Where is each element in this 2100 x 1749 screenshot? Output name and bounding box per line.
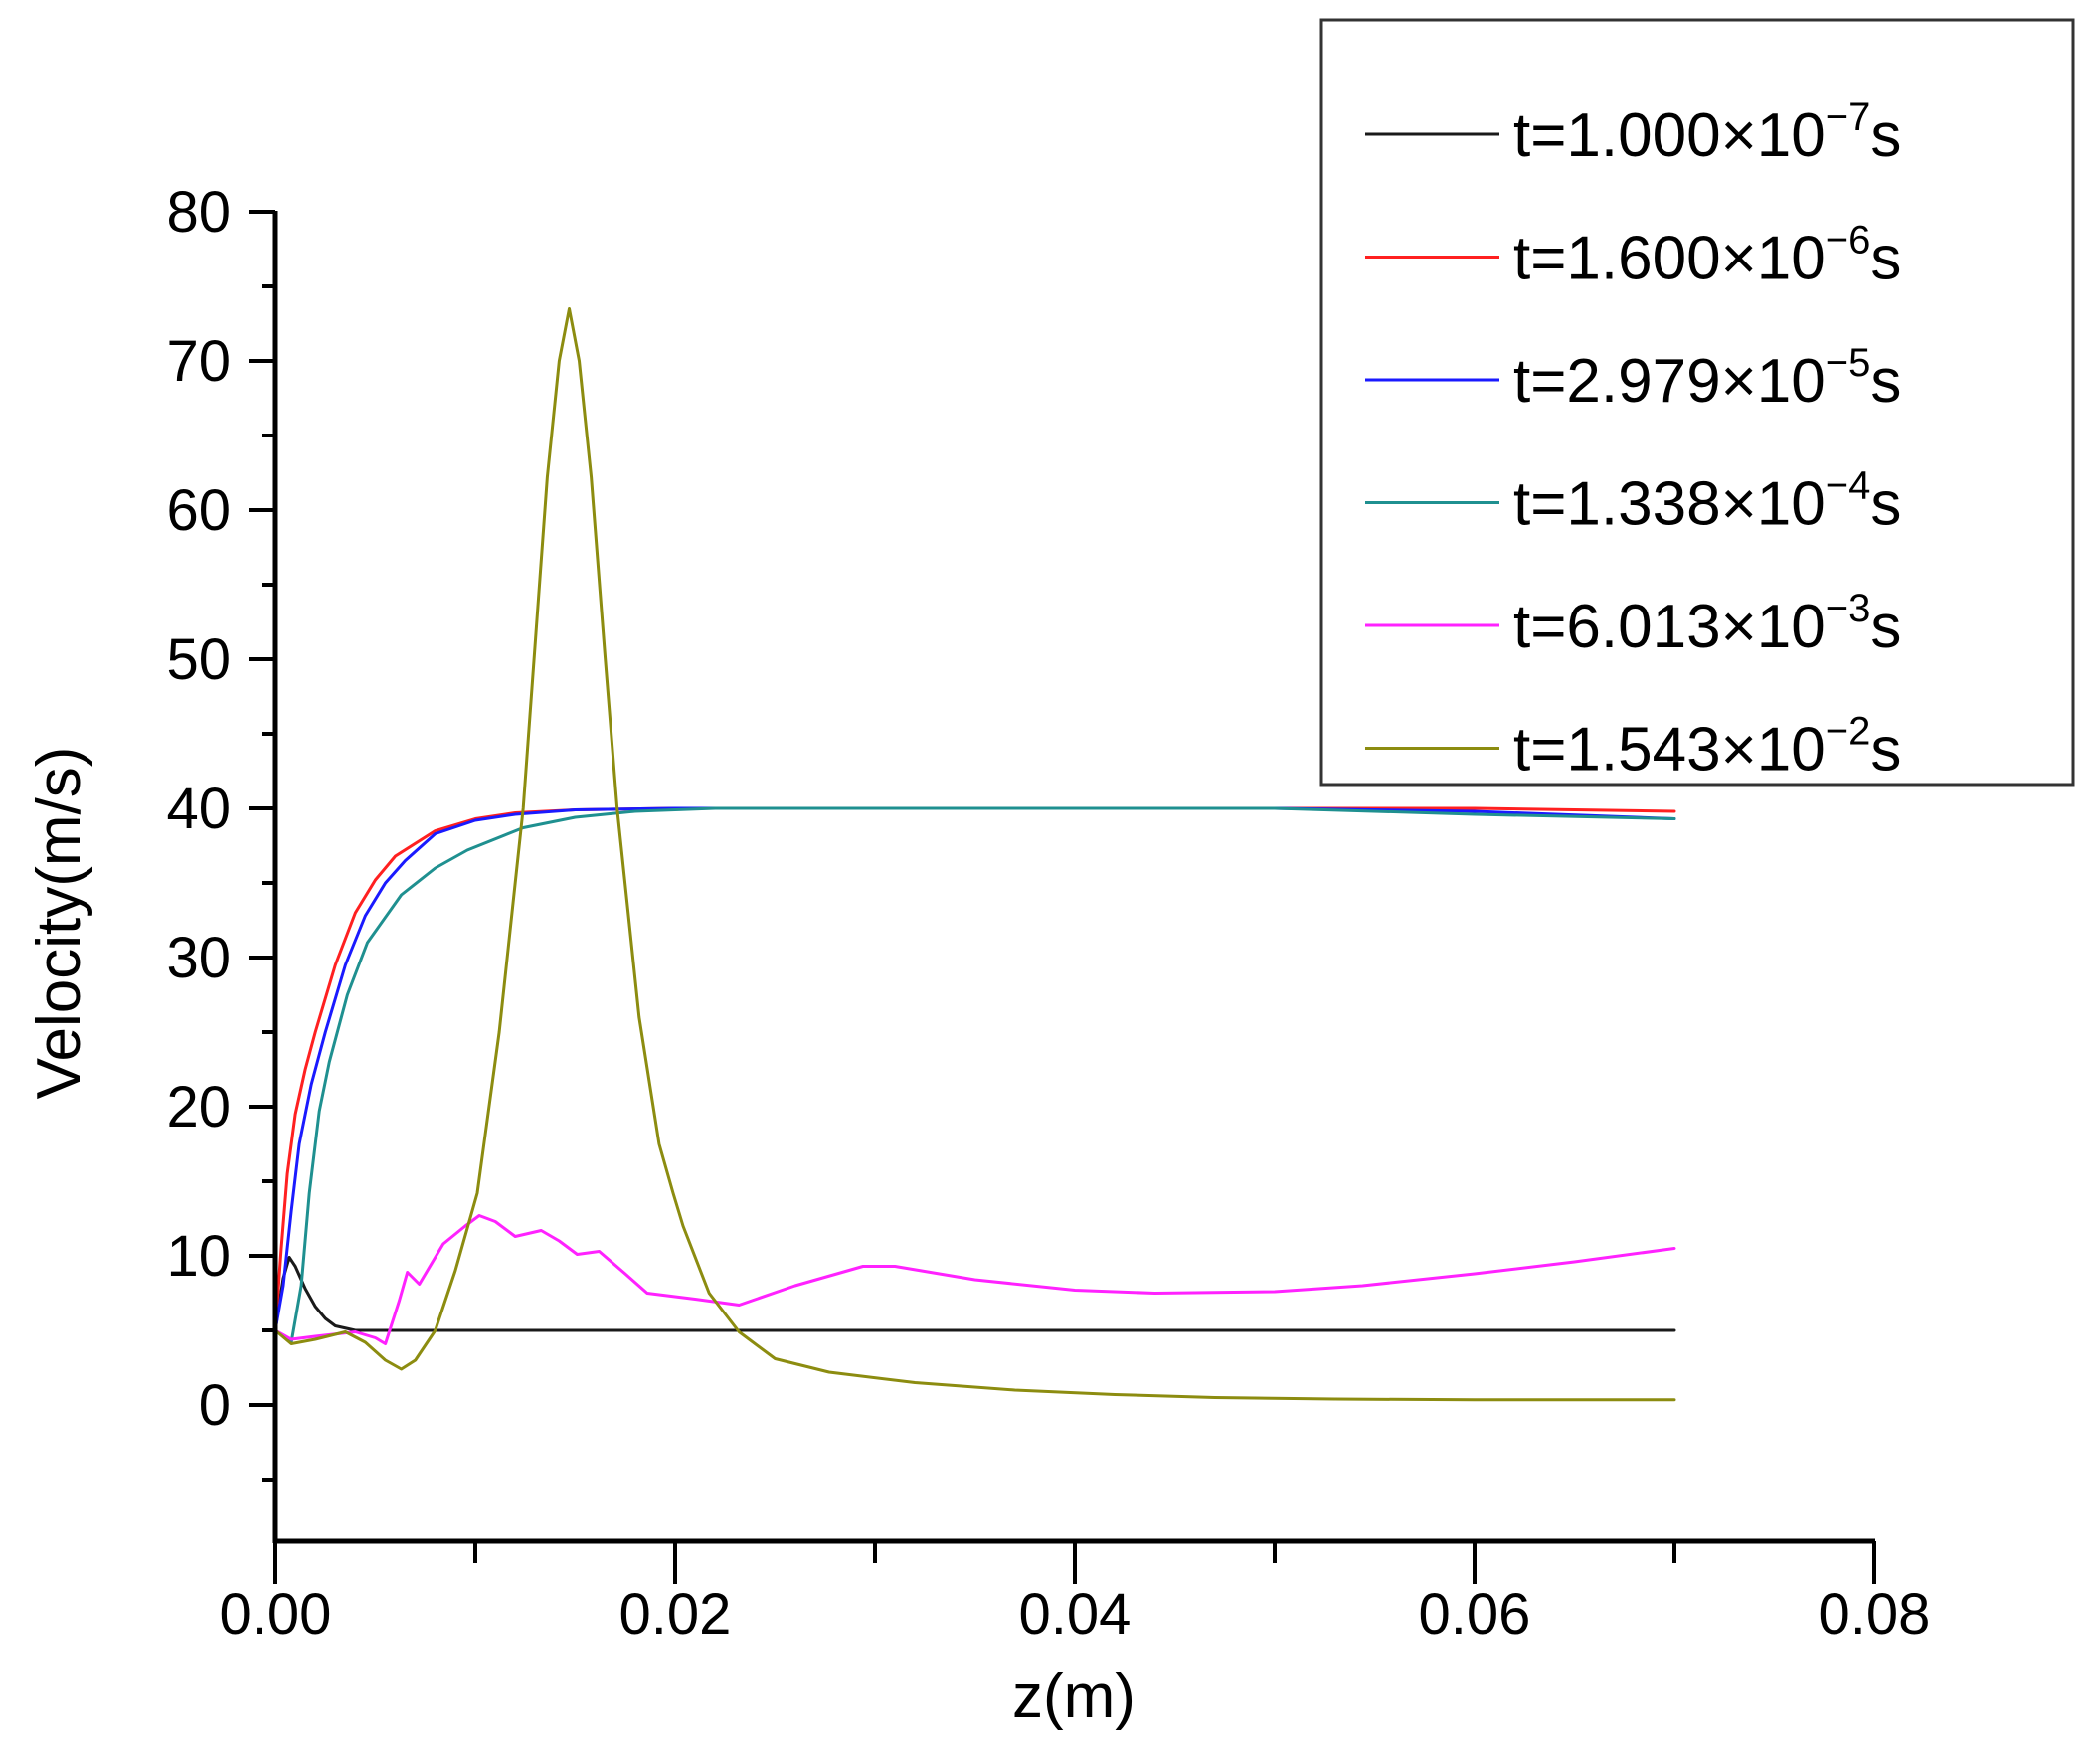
series-line-3	[273, 806, 1676, 1332]
legend-item: t=6.013×10−3s	[1365, 587, 1901, 661]
x-ticks: 0.00 0.02 0.04 0.06 0.08	[220, 1541, 1931, 1647]
y-axis-title: Velocity(m/s)	[25, 747, 93, 1100]
plot-series-group	[273, 307, 1676, 1402]
legend-label: t=1.338×10−4s	[1513, 464, 1901, 539]
legend-item: t=1.543×10−2s	[1365, 710, 1901, 785]
x-tick-label: 0.08	[1819, 1582, 1931, 1647]
legend-label: t=1.000×10−7s	[1513, 95, 1901, 170]
legend: t=1.000×10−7s t=1.600×10−6s t=2.979×10−5s t…	[1319, 18, 2075, 787]
y-tick-label: 80	[166, 180, 231, 245]
legend-item: t=2.979×10−5s	[1365, 341, 1901, 416]
x-tick-label: 0.06	[1419, 1582, 1531, 1647]
legend-label: t=1.600×10−6s	[1513, 219, 1901, 293]
series-line-5	[273, 1214, 1676, 1345]
x-tick-label: 0.00	[220, 1582, 332, 1647]
x-tick-label: 0.02	[619, 1582, 732, 1647]
y-tick-label: 10	[166, 1224, 231, 1289]
legend-item: t=1.338×10−4s	[1365, 464, 1901, 539]
series-line-4	[273, 806, 1676, 1344]
legend-label: t=6.013×10−3s	[1513, 587, 1901, 661]
y-tick-label: 70	[166, 329, 231, 394]
y-tick-label: 50	[166, 627, 231, 692]
legend-box	[1319, 18, 2075, 787]
series-line-6	[273, 307, 1676, 1402]
axes-group: 0 10 20 30 40 50 60 70 80 0.00 0.02 0.04 0.06 0.08	[166, 180, 1930, 1647]
y-tick-label: 30	[166, 926, 231, 990]
x-axis-title: z(m)	[1012, 1662, 1136, 1731]
series-line-2	[273, 806, 1676, 1332]
y-tick-label: 60	[166, 478, 231, 543]
legend-items: t=1.000×10−7s t=1.600×10−6s t=2.979×10−5s t…	[1365, 95, 1901, 785]
legend-label: t=1.543×10−2s	[1513, 710, 1901, 785]
legend-item: t=1.000×10−7s	[1365, 95, 1901, 170]
y-tick-label: 40	[166, 777, 231, 841]
y-ticks: 0 10 20 30 40 50 60 70 80	[166, 180, 275, 1482]
y-tick-label: 0	[199, 1373, 231, 1438]
legend-label: t=2.979×10−5s	[1513, 341, 1901, 416]
y-tick-label: 20	[166, 1075, 231, 1139]
x-tick-label: 0.04	[1019, 1582, 1132, 1647]
series-line-1	[273, 1256, 1676, 1332]
legend-item: t=1.600×10−6s	[1365, 219, 1901, 293]
